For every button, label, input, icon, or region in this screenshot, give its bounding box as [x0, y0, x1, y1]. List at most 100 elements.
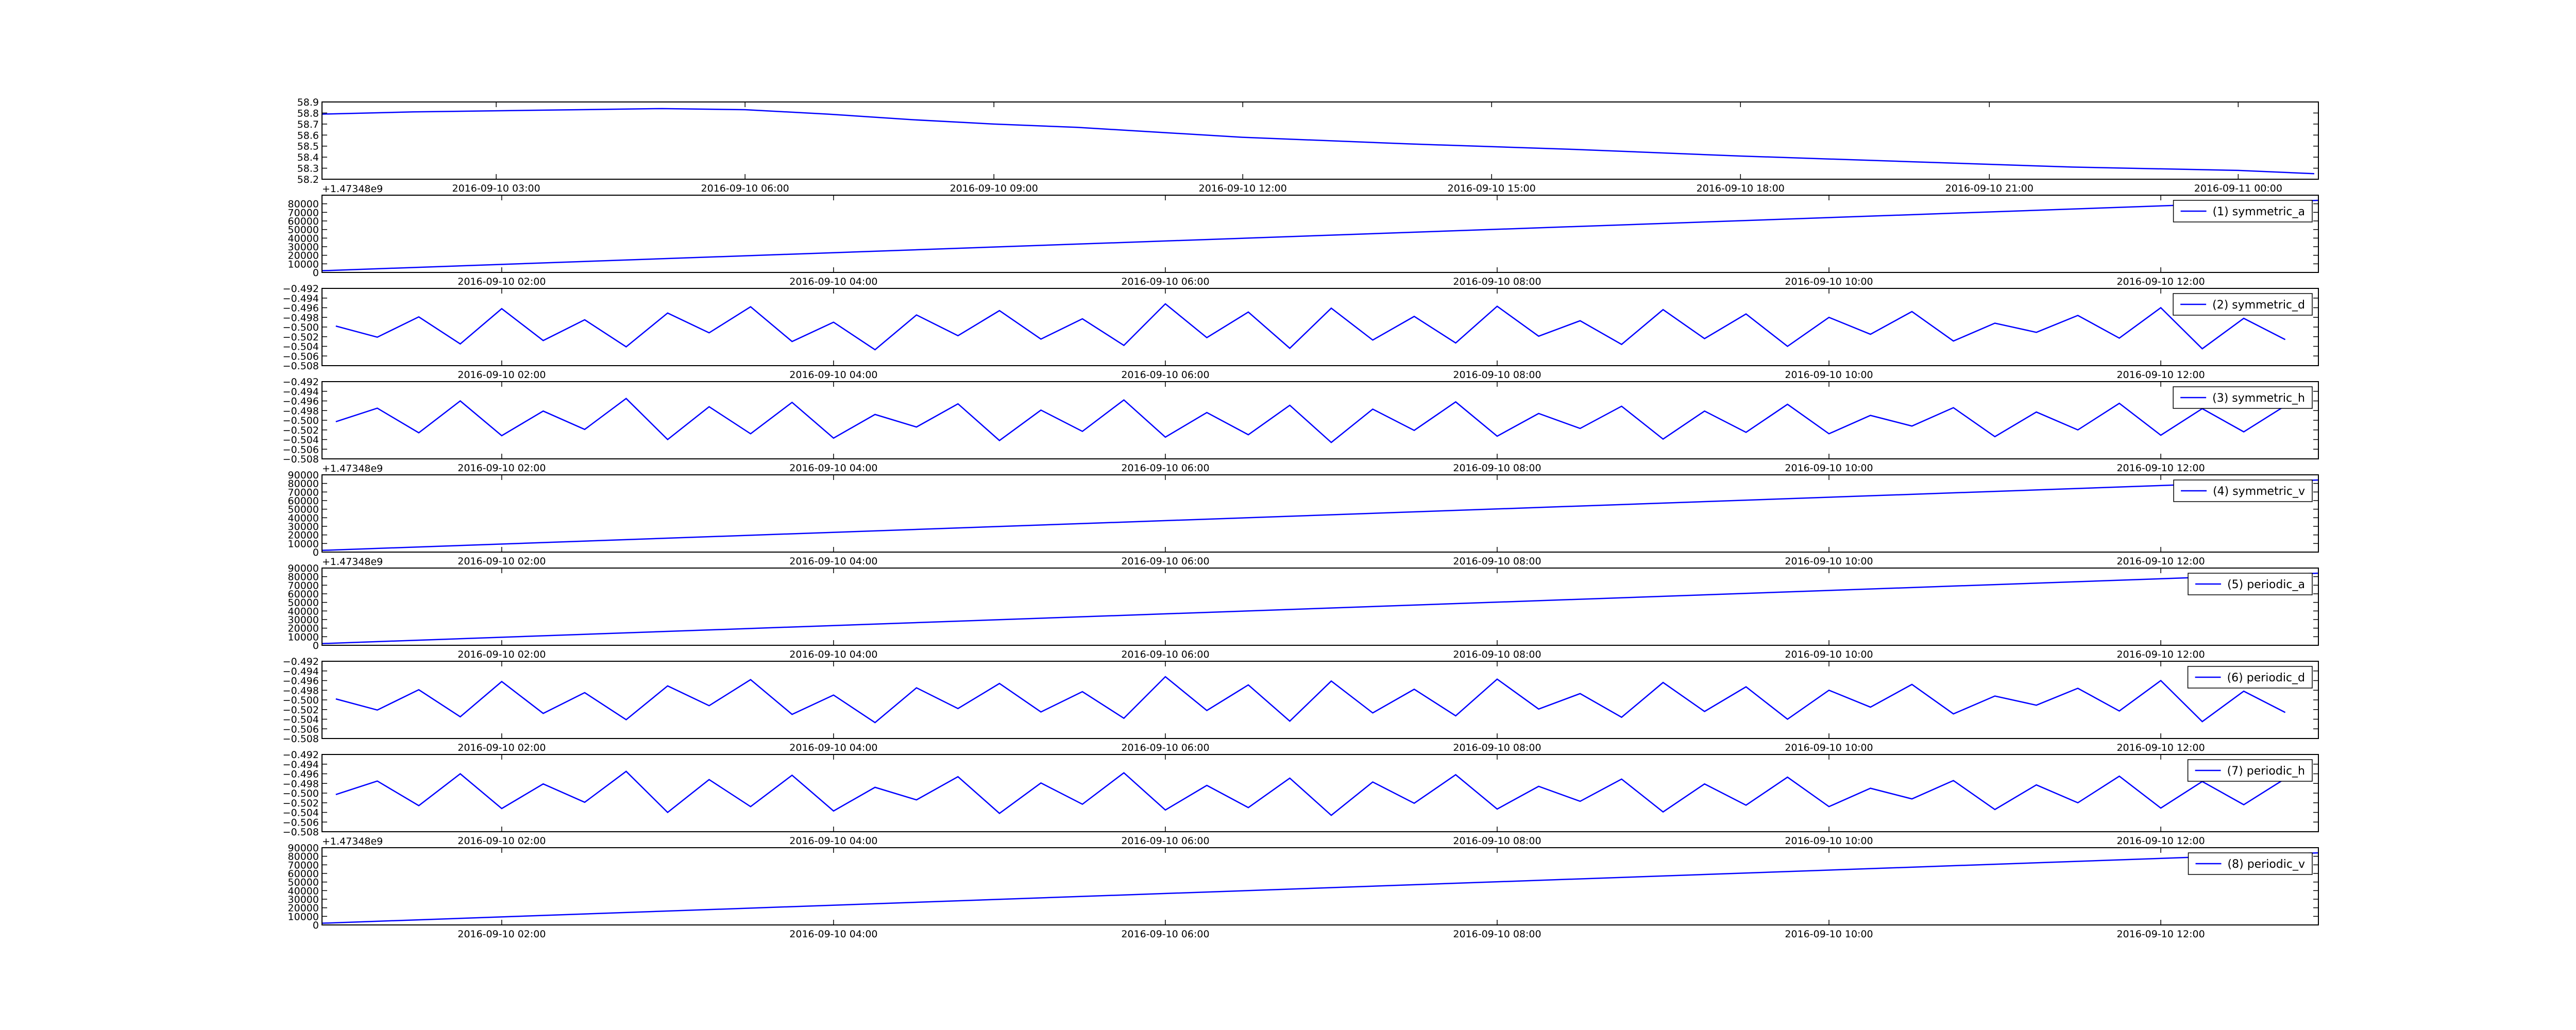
- legend: (5) periodic_a: [2188, 573, 2313, 595]
- y-tick-label: −0.504: [283, 341, 319, 353]
- y-tick-label: 58.4: [297, 152, 319, 163]
- y-tick-label: −0.492: [283, 656, 319, 667]
- data-line: [321, 479, 2319, 551]
- x-tick-label: 2016-09-10 02:00: [457, 369, 546, 381]
- x-tick-label: 2016-09-10 12:00: [2116, 462, 2205, 474]
- y-tick-label: 10000: [288, 259, 319, 270]
- y-tick-label: 58.2: [297, 174, 319, 185]
- y-tick-label: 58.7: [297, 119, 319, 130]
- y-tick-label: 58.9: [297, 97, 319, 108]
- y-tick-label: −0.508: [283, 360, 319, 372]
- legend-box: [2173, 200, 2313, 222]
- legend-label: (8) periodic_v: [2228, 858, 2305, 871]
- x-tick-label: 2016-09-10 02:00: [457, 462, 546, 474]
- y-tick-label: −0.498: [283, 778, 319, 789]
- x-tick-label: 2016-09-10 12:00: [2116, 556, 2205, 567]
- x-tick-label: 2016-09-10 04:00: [789, 835, 877, 847]
- y-tick-label: −0.502: [283, 425, 319, 436]
- x-tick-label: 2016-09-10 02:00: [457, 556, 546, 567]
- y-tick-label: 70000: [288, 487, 319, 498]
- axes-frame: [321, 568, 2319, 646]
- x-tick-label: 2016-09-10 12:00: [2116, 929, 2205, 940]
- y-tick-label: −0.500: [283, 695, 319, 706]
- y-tick-label: 58.8: [297, 108, 319, 119]
- x-tick-label: 2016-09-10 08:00: [1453, 649, 1541, 660]
- y-tick-label: −0.506: [283, 444, 319, 455]
- x-tick-label: 2016-09-10 02:00: [457, 276, 546, 287]
- data-line: [321, 108, 2315, 175]
- y-tick-label: 0: [313, 920, 319, 931]
- y-tick-label: 40000: [288, 512, 319, 524]
- legend-label: (5) periodic_a: [2227, 578, 2305, 591]
- x-tick-label: 2016-09-10 10:00: [1785, 369, 1873, 381]
- y-tick-label: 50000: [288, 225, 319, 236]
- offset-text: +1.47348e9: [322, 463, 383, 474]
- x-tick-label: 2016-09-10 02:00: [457, 929, 546, 940]
- legend: (2) symmetric_d: [2173, 293, 2313, 316]
- x-tick-label: 2016-09-10 10:00: [1785, 276, 1873, 287]
- x-tick-label: 2016-09-10 08:00: [1453, 556, 1541, 567]
- legend: (6) periodic_d: [2187, 666, 2313, 689]
- x-tick-label: 2016-09-10 06:00: [1121, 649, 1209, 660]
- x-tick-label: 2016-09-10 08:00: [1453, 462, 1541, 474]
- y-tick-label: 70000: [288, 860, 319, 871]
- x-tick-label: 2016-09-10 10:00: [1785, 742, 1873, 753]
- y-tick-label: −0.508: [283, 827, 319, 838]
- legend-label: (3) symmetric_h: [2212, 392, 2305, 405]
- data-line: [321, 572, 2319, 644]
- x-tick-label: 2016-09-10 04:00: [789, 929, 877, 940]
- y-tick-label: −0.500: [283, 322, 319, 333]
- y-tick-label: −0.498: [283, 405, 319, 417]
- x-tick-label: 2016-09-10 12:00: [2116, 369, 2205, 381]
- y-tick-label: 40000: [288, 885, 319, 897]
- x-tick-label: 2016-09-10 04:00: [789, 742, 877, 753]
- y-tick-label: −0.492: [283, 283, 319, 295]
- data-line: [335, 398, 2286, 443]
- x-tick-label: 2016-09-10 04:00: [789, 369, 877, 381]
- x-tick-label: 2016-09-10 15:00: [1448, 183, 1536, 194]
- y-tick-label: 30000: [288, 614, 319, 626]
- y-tick-label: −0.508: [283, 454, 319, 465]
- y-tick-label: 60000: [288, 589, 319, 600]
- y-tick-label: 50000: [288, 877, 319, 888]
- y-tick-label: −0.496: [283, 303, 319, 314]
- y-tick-label: 60000: [288, 216, 319, 227]
- x-tick-label: 2016-09-10 02:00: [457, 649, 546, 660]
- y-tick-label: 30000: [288, 521, 319, 533]
- legend-label: (7) periodic_h: [2227, 765, 2305, 778]
- y-tick-label: −0.496: [283, 396, 319, 407]
- y-tick-label: 10000: [288, 538, 319, 550]
- y-tick-label: −0.498: [283, 312, 319, 323]
- y-tick-label: −0.496: [283, 769, 319, 780]
- x-tick-label: 2016-09-10 06:00: [1121, 835, 1209, 847]
- y-tick-label: −0.494: [283, 293, 319, 304]
- y-tick-label: −0.504: [283, 808, 319, 819]
- x-tick-label: 2016-09-10 02:00: [457, 742, 546, 753]
- legend: (7) periodic_h: [2187, 759, 2313, 782]
- y-tick-label: 20000: [288, 903, 319, 914]
- y-tick-label: −0.500: [283, 415, 319, 426]
- y-tick-label: 0: [313, 547, 319, 558]
- y-tick-label: 50000: [288, 504, 319, 516]
- y-tick-label: 80000: [288, 199, 319, 210]
- x-tick-label: 2016-09-10 08:00: [1453, 835, 1541, 847]
- x-tick-label: 2016-09-10 10:00: [1785, 556, 1873, 567]
- y-tick-label: −0.502: [283, 332, 319, 343]
- legend-label: (2) symmetric_d: [2212, 299, 2305, 312]
- y-tick-label: −0.500: [283, 788, 319, 799]
- y-tick-label: −0.492: [283, 749, 319, 761]
- y-tick-label: 80000: [288, 572, 319, 583]
- x-tick-label: 2016-09-10 12:00: [2116, 835, 2205, 847]
- x-tick-label: 2016-09-10 12:00: [2116, 276, 2205, 287]
- data-line: [321, 199, 2319, 271]
- y-tick-label: 90000: [288, 563, 319, 574]
- x-tick-label: 2016-09-10 08:00: [1453, 369, 1541, 381]
- legend-box: [2173, 479, 2313, 502]
- x-tick-label: 2016-09-10 12:00: [2116, 649, 2205, 660]
- legend: (1) symmetric_a: [2173, 200, 2313, 222]
- y-tick-label: 20000: [288, 623, 319, 634]
- x-tick-label: 2016-09-10 02:00: [457, 835, 546, 847]
- y-tick-label: −0.502: [283, 798, 319, 809]
- x-tick-label: 2016-09-10 12:00: [1199, 183, 1287, 194]
